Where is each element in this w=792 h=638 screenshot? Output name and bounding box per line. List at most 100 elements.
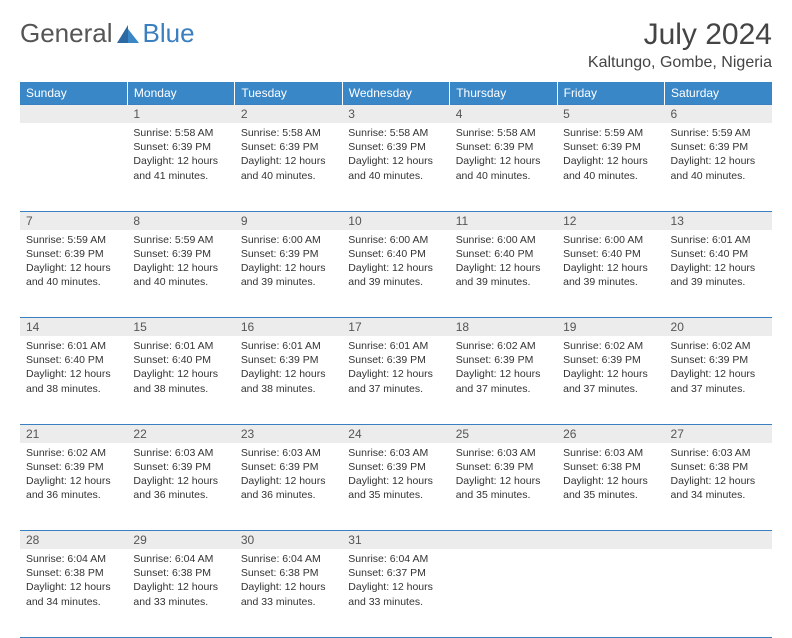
content-row: Sunrise: 5:58 AMSunset: 6:39 PMDaylight:… bbox=[20, 123, 772, 211]
day-cell: Sunrise: 6:01 AMSunset: 6:39 PMDaylight:… bbox=[342, 336, 449, 424]
day-details: Sunrise: 6:00 AMSunset: 6:40 PMDaylight:… bbox=[450, 230, 557, 296]
day-cell: Sunrise: 6:01 AMSunset: 6:40 PMDaylight:… bbox=[665, 230, 772, 318]
day-number: 5 bbox=[557, 105, 664, 124]
day-number: 11 bbox=[450, 211, 557, 230]
day-cell: Sunrise: 6:02 AMSunset: 6:39 PMDaylight:… bbox=[665, 336, 772, 424]
day-details: Sunrise: 6:04 AMSunset: 6:38 PMDaylight:… bbox=[127, 549, 234, 615]
day-number: 31 bbox=[342, 531, 449, 550]
day-number: 4 bbox=[450, 105, 557, 124]
day-number bbox=[20, 105, 127, 124]
content-row: Sunrise: 6:04 AMSunset: 6:38 PMDaylight:… bbox=[20, 549, 772, 637]
month-title: July 2024 bbox=[588, 18, 772, 52]
day-cell: Sunrise: 6:02 AMSunset: 6:39 PMDaylight:… bbox=[450, 336, 557, 424]
day-cell: Sunrise: 6:03 AMSunset: 6:38 PMDaylight:… bbox=[665, 443, 772, 531]
calendar-head: SundayMondayTuesdayWednesdayThursdayFrid… bbox=[20, 82, 772, 105]
day-header: Monday bbox=[127, 82, 234, 105]
daynum-row: 28293031 bbox=[20, 531, 772, 550]
day-details: Sunrise: 5:59 AMSunset: 6:39 PMDaylight:… bbox=[20, 230, 127, 296]
day-cell: Sunrise: 5:59 AMSunset: 6:39 PMDaylight:… bbox=[557, 123, 664, 211]
day-details: Sunrise: 6:03 AMSunset: 6:39 PMDaylight:… bbox=[342, 443, 449, 509]
day-cell: Sunrise: 6:01 AMSunset: 6:39 PMDaylight:… bbox=[235, 336, 342, 424]
daynum-row: 14151617181920 bbox=[20, 318, 772, 337]
daynum-row: 78910111213 bbox=[20, 211, 772, 230]
day-cell: Sunrise: 6:02 AMSunset: 6:39 PMDaylight:… bbox=[20, 443, 127, 531]
day-cell bbox=[557, 549, 664, 637]
day-cell: Sunrise: 6:02 AMSunset: 6:39 PMDaylight:… bbox=[557, 336, 664, 424]
day-number: 9 bbox=[235, 211, 342, 230]
day-details: Sunrise: 6:02 AMSunset: 6:39 PMDaylight:… bbox=[450, 336, 557, 402]
day-number: 13 bbox=[665, 211, 772, 230]
day-header: Saturday bbox=[665, 82, 772, 105]
day-details: Sunrise: 6:04 AMSunset: 6:38 PMDaylight:… bbox=[20, 549, 127, 615]
day-cell: Sunrise: 6:04 AMSunset: 6:38 PMDaylight:… bbox=[20, 549, 127, 637]
day-number: 15 bbox=[127, 318, 234, 337]
day-number: 10 bbox=[342, 211, 449, 230]
day-number: 1 bbox=[127, 105, 234, 124]
daynum-row: 21222324252627 bbox=[20, 424, 772, 443]
day-number: 16 bbox=[235, 318, 342, 337]
day-number bbox=[665, 531, 772, 550]
day-details: Sunrise: 6:03 AMSunset: 6:39 PMDaylight:… bbox=[127, 443, 234, 509]
day-details: Sunrise: 6:01 AMSunset: 6:39 PMDaylight:… bbox=[235, 336, 342, 402]
day-number: 19 bbox=[557, 318, 664, 337]
day-cell: Sunrise: 6:01 AMSunset: 6:40 PMDaylight:… bbox=[20, 336, 127, 424]
day-details: Sunrise: 5:58 AMSunset: 6:39 PMDaylight:… bbox=[450, 123, 557, 189]
day-number: 29 bbox=[127, 531, 234, 550]
day-cell: Sunrise: 6:03 AMSunset: 6:38 PMDaylight:… bbox=[557, 443, 664, 531]
day-details: Sunrise: 5:58 AMSunset: 6:39 PMDaylight:… bbox=[127, 123, 234, 189]
day-cell: Sunrise: 6:00 AMSunset: 6:40 PMDaylight:… bbox=[557, 230, 664, 318]
day-number bbox=[450, 531, 557, 550]
day-details: Sunrise: 6:02 AMSunset: 6:39 PMDaylight:… bbox=[20, 443, 127, 509]
title-block: July 2024 Kaltungo, Gombe, Nigeria bbox=[588, 18, 772, 72]
day-number: 8 bbox=[127, 211, 234, 230]
logo: General Blue bbox=[20, 18, 195, 49]
day-cell: Sunrise: 6:04 AMSunset: 6:38 PMDaylight:… bbox=[235, 549, 342, 637]
day-cell: Sunrise: 6:03 AMSunset: 6:39 PMDaylight:… bbox=[235, 443, 342, 531]
day-cell: Sunrise: 6:04 AMSunset: 6:38 PMDaylight:… bbox=[127, 549, 234, 637]
day-number: 20 bbox=[665, 318, 772, 337]
day-cell: Sunrise: 6:00 AMSunset: 6:40 PMDaylight:… bbox=[450, 230, 557, 318]
day-details: Sunrise: 5:58 AMSunset: 6:39 PMDaylight:… bbox=[235, 123, 342, 189]
day-cell bbox=[665, 549, 772, 637]
day-number: 22 bbox=[127, 424, 234, 443]
day-number: 23 bbox=[235, 424, 342, 443]
day-number bbox=[557, 531, 664, 550]
day-number: 26 bbox=[557, 424, 664, 443]
day-number: 30 bbox=[235, 531, 342, 550]
logo-text-blue: Blue bbox=[143, 18, 195, 49]
day-details: Sunrise: 6:00 AMSunset: 6:39 PMDaylight:… bbox=[235, 230, 342, 296]
day-details: Sunrise: 6:02 AMSunset: 6:39 PMDaylight:… bbox=[557, 336, 664, 402]
day-header: Thursday bbox=[450, 82, 557, 105]
calendar-body: 1 23 456 Sunrise: 5:58 AMSunset: 6:39 PMDay… bbox=[20, 105, 772, 638]
day-details: Sunrise: 6:00 AMSunset: 6:40 PMDaylight:… bbox=[557, 230, 664, 296]
day-details: Sunrise: 6:02 AMSunset: 6:39 PMDaylight:… bbox=[665, 336, 772, 402]
day-cell: Sunrise: 5:59 AMSunset: 6:39 PMDaylight:… bbox=[20, 230, 127, 318]
logo-text-general: General bbox=[20, 18, 113, 49]
day-number: 17 bbox=[342, 318, 449, 337]
calendar-table: SundayMondayTuesdayWednesdayThursdayFrid… bbox=[20, 82, 772, 638]
day-number: 6 bbox=[665, 105, 772, 124]
day-number: 18 bbox=[450, 318, 557, 337]
day-details: Sunrise: 6:01 AMSunset: 6:40 PMDaylight:… bbox=[127, 336, 234, 402]
day-cell bbox=[20, 123, 127, 211]
page-header: General Blue July 2024 Kaltungo, Gombe, … bbox=[20, 18, 772, 72]
day-cell: Sunrise: 5:58 AMSunset: 6:39 PMDaylight:… bbox=[450, 123, 557, 211]
day-header: Friday bbox=[557, 82, 664, 105]
day-number: 14 bbox=[20, 318, 127, 337]
day-details: Sunrise: 6:03 AMSunset: 6:38 PMDaylight:… bbox=[665, 443, 772, 509]
day-cell: Sunrise: 5:59 AMSunset: 6:39 PMDaylight:… bbox=[127, 230, 234, 318]
day-number: 7 bbox=[20, 211, 127, 230]
day-cell: Sunrise: 5:58 AMSunset: 6:39 PMDaylight:… bbox=[342, 123, 449, 211]
day-details: Sunrise: 5:59 AMSunset: 6:39 PMDaylight:… bbox=[665, 123, 772, 189]
day-details: Sunrise: 6:03 AMSunset: 6:39 PMDaylight:… bbox=[235, 443, 342, 509]
day-number: 24 bbox=[342, 424, 449, 443]
day-details: Sunrise: 6:04 AMSunset: 6:38 PMDaylight:… bbox=[235, 549, 342, 615]
day-number: 28 bbox=[20, 531, 127, 550]
day-cell: Sunrise: 6:03 AMSunset: 6:39 PMDaylight:… bbox=[450, 443, 557, 531]
day-number: 12 bbox=[557, 211, 664, 230]
day-cell: Sunrise: 6:00 AMSunset: 6:40 PMDaylight:… bbox=[342, 230, 449, 318]
day-details: Sunrise: 6:01 AMSunset: 6:40 PMDaylight:… bbox=[665, 230, 772, 296]
day-number: 25 bbox=[450, 424, 557, 443]
day-details: Sunrise: 5:59 AMSunset: 6:39 PMDaylight:… bbox=[557, 123, 664, 189]
day-header: Wednesday bbox=[342, 82, 449, 105]
